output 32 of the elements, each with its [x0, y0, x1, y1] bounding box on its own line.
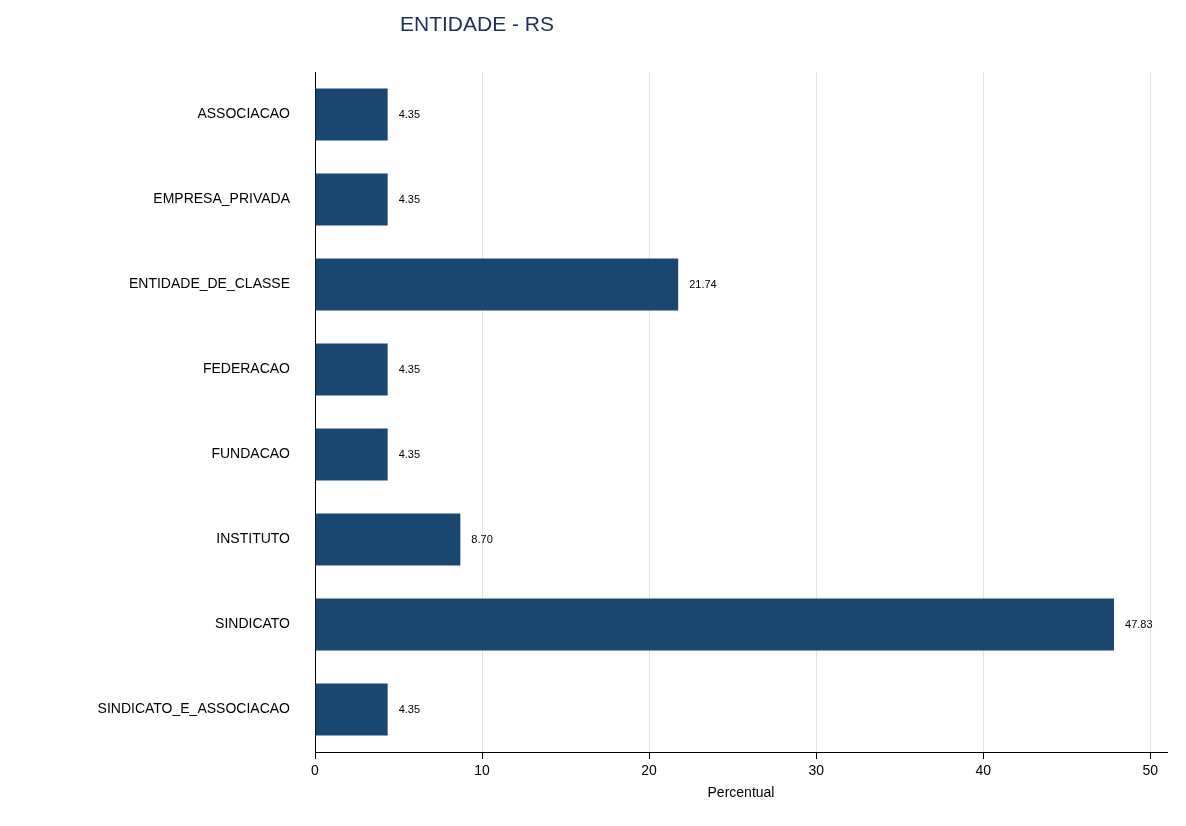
bar: [315, 173, 388, 226]
bar: [315, 428, 388, 481]
data-label: 47.83: [1125, 617, 1153, 630]
y-tick-label: SINDICATO: [215, 615, 291, 632]
y-tick-label: FEDERACAO: [202, 360, 291, 377]
x-tick-label: 10: [474, 762, 491, 779]
bar: [315, 598, 1115, 651]
bar: [315, 258, 679, 311]
data-label: 4.35: [398, 447, 421, 460]
bar: [315, 343, 388, 396]
data-label: 4.35: [398, 192, 421, 205]
data-label: 4.35: [398, 362, 421, 375]
data-label: 4.35: [398, 107, 421, 120]
y-tick-label: EMPRESA_PRIVADA: [153, 190, 291, 207]
bar: [315, 513, 461, 566]
bar: [315, 88, 388, 141]
x-tick-label: 0: [311, 762, 320, 779]
x-tick-label: 30: [808, 762, 825, 779]
x-tick-label: 50: [1142, 762, 1159, 779]
y-tick-label: ASSOCIACAO: [197, 105, 291, 122]
y-tick-label: FUNDACAO: [211, 445, 291, 462]
data-label: 21.74: [689, 277, 717, 290]
chart-title: ENTIDADE - RS: [400, 12, 555, 36]
x-axis-title: Percentual: [707, 784, 775, 801]
data-label: 8.70: [471, 532, 493, 545]
bar: [315, 683, 388, 736]
x-tick-label: 20: [641, 762, 658, 779]
y-tick-label: SINDICATO_E_ASSOCIACAO: [97, 700, 291, 717]
x-tick-label: 40: [975, 762, 992, 779]
y-tick-label: INSTITUTO: [216, 530, 291, 547]
data-label: 4.35: [398, 702, 421, 715]
y-tick-label: ENTIDADE_DE_CLASSE: [128, 275, 290, 292]
